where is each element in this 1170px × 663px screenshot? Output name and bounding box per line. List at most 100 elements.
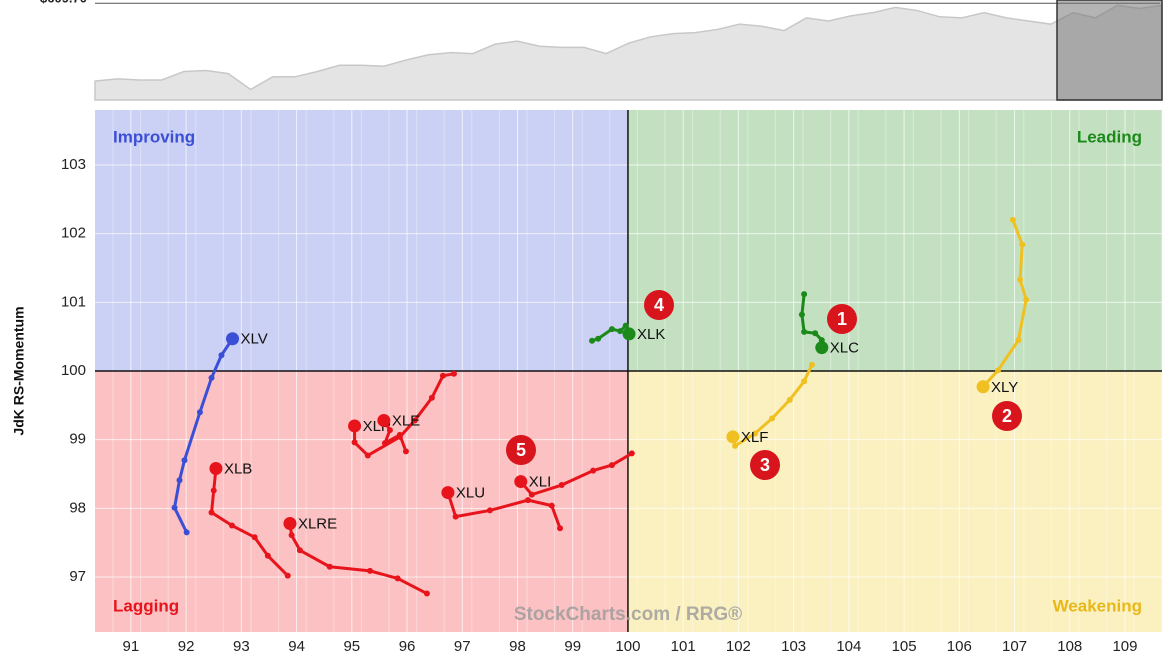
x-tick-label: 93 [233, 638, 250, 655]
tail-point [622, 322, 629, 329]
tail-point [396, 431, 403, 438]
y-tick-label: 99 [69, 431, 86, 448]
tail-point [1017, 276, 1024, 283]
tail-point [251, 534, 258, 541]
tail-point [423, 590, 430, 597]
x-tick-label: 91 [123, 638, 140, 655]
series-label: XLRE [298, 515, 337, 532]
series-label: XLB [224, 461, 252, 478]
annotation-badge [750, 450, 780, 480]
tail-point [801, 328, 808, 335]
annotation-number: 5 [516, 440, 526, 460]
watermark: StockCharts.com / RRG® [514, 604, 742, 625]
series-label: XLU [456, 485, 485, 502]
tail-line [353, 372, 456, 457]
price-area [94, 4, 1163, 101]
x-tick-label: 107 [1002, 638, 1027, 655]
tail-point [210, 487, 217, 494]
tail-point [524, 497, 531, 504]
annotation-badge [827, 304, 857, 334]
tail-point [628, 450, 635, 457]
quadrant-label: Weakening [1053, 596, 1142, 615]
x-tick-label: 106 [947, 638, 972, 655]
tail-point [364, 452, 371, 459]
y-tick-label: 103 [61, 156, 86, 173]
x-tick-label: 100 [615, 638, 640, 655]
x-tick-label: 102 [726, 638, 751, 655]
tail-point [196, 409, 203, 416]
x-tick-label: 101 [671, 638, 696, 655]
tail-point [208, 374, 215, 381]
tail-point [608, 462, 615, 469]
annotation-badge [506, 435, 536, 465]
head-point [815, 341, 829, 355]
quadrant-label: Lagging [113, 596, 179, 615]
series-label: XLC [830, 340, 859, 357]
tail-point [608, 326, 615, 333]
tail-point [798, 311, 805, 318]
tail-point [801, 378, 808, 385]
tail-point [439, 372, 446, 379]
tail-point [1009, 216, 1016, 223]
tail-point [428, 394, 435, 401]
annotation-number: 2 [1002, 406, 1012, 426]
tail-point [769, 415, 776, 422]
annotation-number: 4 [654, 295, 664, 315]
tail-point [486, 507, 493, 514]
y-tick-label: 100 [61, 362, 86, 379]
tail-point [751, 430, 758, 437]
x-tick-label: 94 [288, 638, 305, 655]
tail-point [558, 482, 565, 489]
quadrant [627, 110, 1162, 371]
tail-point [557, 525, 564, 532]
tail-point [617, 328, 624, 335]
tail-point [732, 442, 739, 449]
tail-point [228, 522, 235, 529]
tail-point [402, 448, 409, 455]
tail-point [801, 291, 808, 298]
series-label: XLF [741, 429, 769, 446]
head-point [514, 475, 528, 489]
head-point [226, 332, 240, 346]
tail-point [284, 572, 291, 579]
tail-point [351, 439, 358, 446]
tail-point [1019, 241, 1026, 248]
tail-point [411, 417, 418, 424]
tail-point [1015, 337, 1022, 344]
series-label: XLY [991, 379, 1018, 396]
x-tick-label: 95 [343, 638, 360, 655]
x-tick-label: 96 [399, 638, 416, 655]
tail-point [386, 427, 393, 434]
series-label: XLE [392, 412, 420, 429]
tail-line [173, 337, 235, 534]
head-point [377, 413, 391, 427]
head-point [726, 430, 740, 444]
tail-point [288, 532, 295, 539]
x-tick-label: 104 [836, 638, 861, 655]
quadrant [95, 110, 628, 371]
highlight-window [1056, 0, 1163, 101]
tail-point [208, 509, 215, 516]
tail-point [326, 563, 333, 570]
tail-point [394, 575, 401, 582]
tail-point [548, 502, 555, 509]
x-tick-label: 103 [781, 638, 806, 655]
price-label: $609.70 [40, 0, 87, 6]
head-point [209, 462, 223, 476]
x-tick-label: 105 [892, 638, 917, 655]
quadrant-label: Improving [113, 127, 195, 146]
tail-line [446, 491, 562, 530]
tail-point [450, 370, 457, 377]
y-tick-label: 102 [61, 225, 86, 242]
head-point [283, 516, 297, 530]
tail-point [595, 335, 602, 342]
head-point [348, 419, 362, 433]
tail-point [994, 367, 1001, 374]
series-label: XLV [241, 331, 268, 348]
x-tick-label: 99 [564, 638, 581, 655]
y-axis-title: JdK RS-Momentum [11, 306, 27, 435]
tail-point [528, 491, 535, 498]
tail-point [183, 529, 190, 536]
quadrant [627, 371, 1162, 632]
